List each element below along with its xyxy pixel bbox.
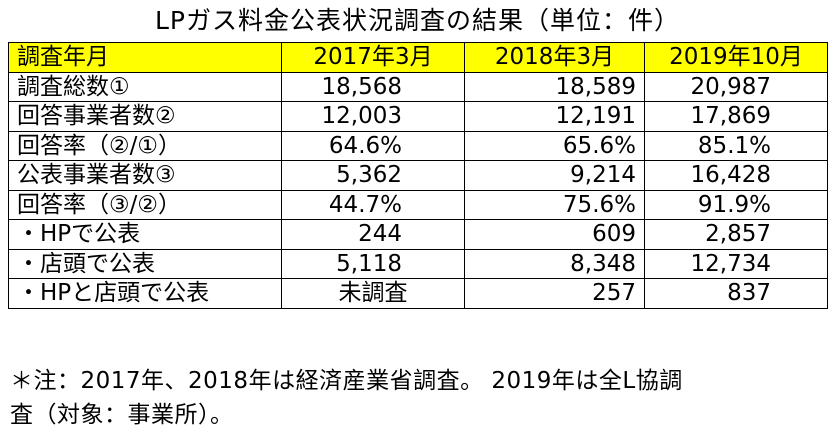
row-label: ・HPと店頭で公表 [8,278,282,309]
cell-2018: 12,191 [464,101,645,132]
cell-2018: 257 [464,278,645,309]
table-row: ・HPで公表 244 609 2,857 [8,219,828,250]
row-label: 公表事業者数③ [8,160,282,191]
cell-2017: 244 [281,219,465,250]
table-header-row: 調査年月 2017年3月 2018年3月 2019年10月 [8,42,828,73]
cell-2019: 16,428 [644,160,828,191]
table-row: ・HPと店頭で公表 未調査 257 837 [8,278,828,309]
row-label: 回答率（③/②） [8,189,282,220]
cell-2019: 85.1% [644,130,828,161]
header-cell-period: 調査年月 [8,42,282,73]
cell-2019: 12,734 [644,248,828,279]
footnote: ＊注：2017年、2018年は経済産業省調査。 2019年は全L協調 査（対象：… [10,364,830,432]
cell-2019: 2,857 [644,219,828,250]
cell-2019: 837 [644,278,828,309]
cell-2017: 12,003 [281,101,465,132]
table-row: ・店頭で公表 5,118 8,348 12,734 [8,248,828,279]
row-label: ・HPで公表 [8,219,282,250]
header-cell-2018-03: 2018年3月 [464,42,645,73]
header-cell-2017-03: 2017年3月 [281,42,465,73]
cell-2019: 17,869 [644,101,828,132]
table-row: 回答率（②/①） 64.6% 65.6% 85.1% [8,130,828,161]
row-label: 回答率（②/①） [8,130,282,161]
cell-2018: 18,589 [464,71,645,102]
table-row: 公表事業者数③ 5,362 9,214 16,428 [8,160,828,191]
footnote-line-2: 査（対象：事業所）。 [10,402,234,428]
header-cell-2019-10: 2019年10月 [644,42,828,73]
table-row: 回答事業者数② 12,003 12,191 17,869 [8,101,828,132]
cell-2017: 64.6% [281,130,465,161]
cell-2018: 75.6% [464,189,645,220]
table-title: LPガス料金公表状況調査の結果（単位：件） [154,6,680,35]
table-row: 回答率（③/②） 44.7% 75.6% 91.9% [8,189,828,220]
cell-2017: 5,118 [281,248,465,279]
cell-2018: 9,214 [464,160,645,191]
cell-2018: 65.6% [464,130,645,161]
cell-2019: 20,987 [644,71,828,102]
cell-2017: 5,362 [281,160,465,191]
cell-2018: 609 [464,219,645,250]
row-label: 調査総数① [8,71,282,102]
row-label: ・店頭で公表 [8,248,282,279]
cell-2017: 44.7% [281,189,465,220]
table-row: 調査総数① 18,568 18,589 20,987 [8,71,828,102]
cell-2019: 91.9% [644,189,828,220]
survey-results-table: 調査年月 2017年3月 2018年3月 2019年10月 調査総数① 18,5… [8,42,828,309]
row-label: 回答事業者数② [8,101,282,132]
cell-2018: 8,348 [464,248,645,279]
footnote-line-1: ＊注：2017年、2018年は経済産業省調査。 2019年は全L協調 [10,368,683,394]
cell-2017: 18,568 [281,71,465,102]
cell-2017: 未調査 [281,278,465,309]
